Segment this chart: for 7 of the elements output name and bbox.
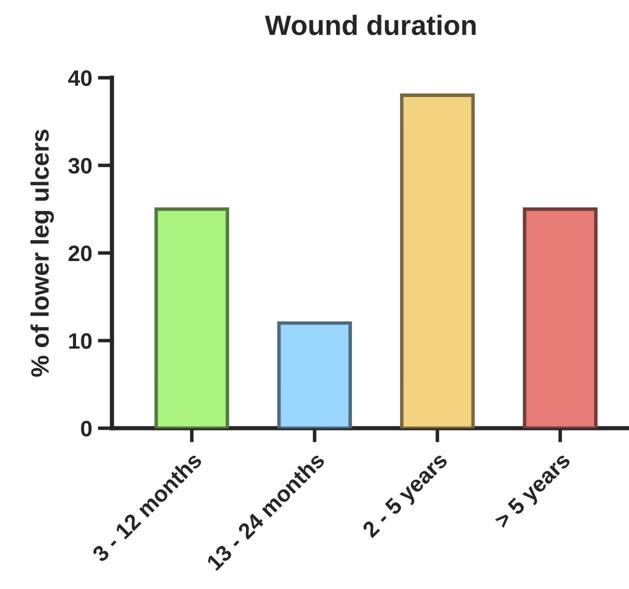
y-tick-label: 10 xyxy=(69,333,92,349)
y-tick-label: 40 xyxy=(68,70,92,86)
y-tick-label: 0 xyxy=(81,420,92,436)
y-axis-title: % of lower leg ulcers xyxy=(30,130,54,377)
y-tick-label: 30 xyxy=(68,158,92,174)
chart-title: Wound duration xyxy=(264,14,476,36)
y-tick-label: 20 xyxy=(68,246,92,262)
